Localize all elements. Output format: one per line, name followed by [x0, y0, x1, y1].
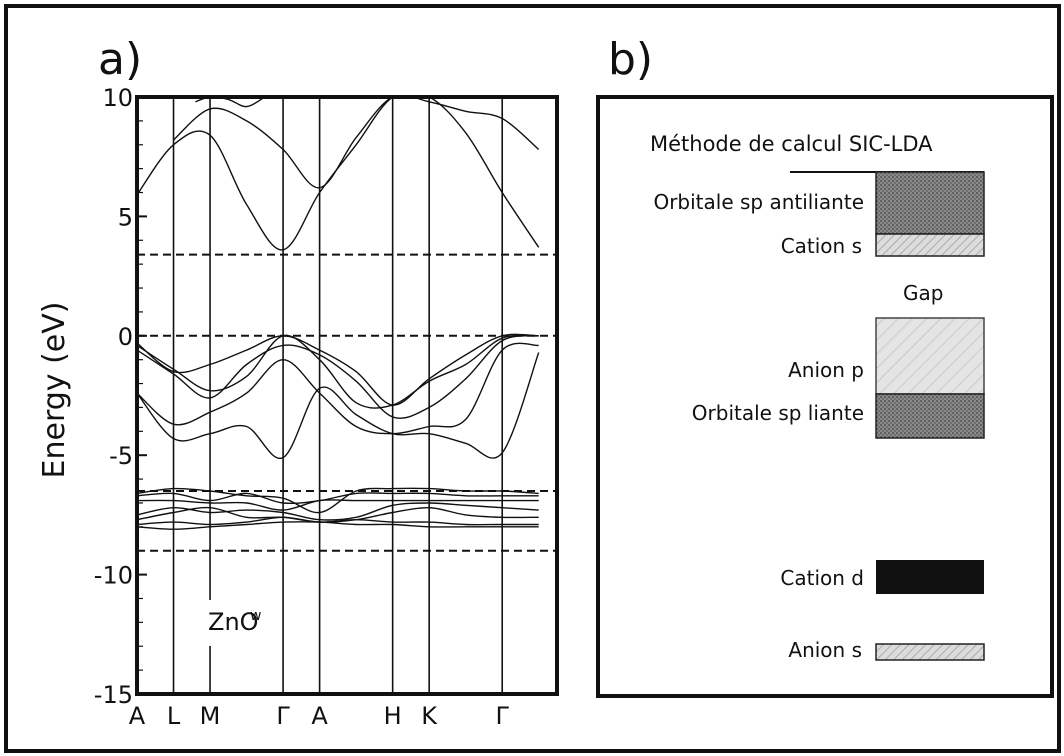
compound-label-sup: w — [250, 608, 261, 624]
figure-frame — [4, 4, 1061, 753]
x-tick-label: K — [421, 702, 438, 730]
band-d1 — [137, 487, 539, 514]
band-v5 — [137, 352, 540, 459]
band-d6 — [137, 516, 539, 526]
band-v4 — [137, 342, 539, 435]
label-antibonding: Orbitale sp antiliante — [653, 190, 864, 214]
y-tick-label: -15 — [94, 681, 133, 709]
y-tick-label: -10 — [94, 562, 133, 590]
y-tick-label: 10 — [102, 84, 133, 112]
x-tick-label: M — [200, 702, 221, 730]
band-c2 — [173, 97, 540, 189]
band-d3 — [137, 499, 539, 511]
y-axis-label: Energy (eV) — [37, 302, 72, 479]
x-tick-label: Γ — [276, 702, 290, 730]
panel-b-letter: b) — [608, 34, 654, 85]
band-v3 — [137, 335, 539, 419]
y-tick-label: 5 — [118, 203, 133, 231]
x-tick-label: A — [311, 702, 328, 730]
x-tick-label: L — [167, 702, 181, 730]
label-gap: Gap — [903, 281, 944, 305]
compound-label-text: ZnO — [208, 608, 259, 636]
band-d4 — [137, 502, 539, 521]
x-tick-label: Γ — [496, 702, 510, 730]
band-c1 — [137, 97, 540, 251]
band-v2 — [137, 334, 539, 409]
label-cation-d: Cation d — [780, 566, 864, 590]
label-anion-s: Anion s — [788, 638, 862, 662]
plot-frame — [135, 95, 559, 696]
x-tick-label: A — [129, 702, 146, 730]
compound-label: ZnO w — [190, 600, 280, 646]
band-v1 — [137, 333, 539, 406]
band-d2 — [137, 492, 539, 505]
panel-b-box — [596, 95, 1054, 698]
label-anion-p: Anion p — [788, 358, 864, 382]
y-tick-label: -5 — [109, 442, 133, 470]
method-title: Méthode de calcul SIC-LDA — [650, 132, 933, 156]
band-d7 — [137, 521, 539, 530]
label-bonding: Orbitale sp liante — [691, 401, 864, 425]
label-cation-s: Cation s — [780, 234, 862, 258]
y-tick-label: 0 — [118, 323, 133, 351]
x-tick-label: H — [384, 702, 402, 730]
panel-a-letter: a) — [98, 34, 143, 85]
